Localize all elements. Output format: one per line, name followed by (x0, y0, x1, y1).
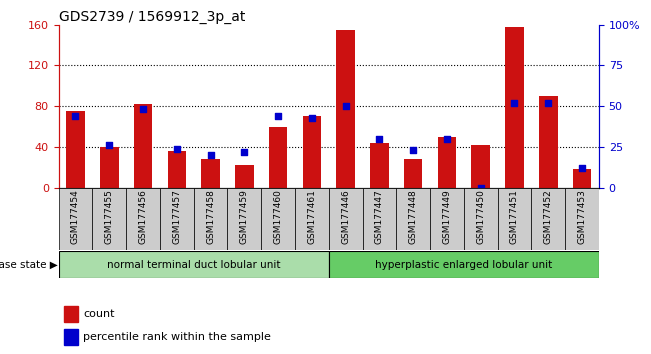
Bar (167, 151, 186, 188)
Point (475, 185, 486, 190)
Bar (100, 147, 118, 188)
Text: GSM177449: GSM177449 (443, 189, 451, 244)
Text: GSM177460: GSM177460 (273, 189, 283, 244)
Bar (303, 116, 321, 188)
Text: GSM177447: GSM177447 (375, 189, 384, 244)
Bar (539, 96, 557, 188)
Point (442, 136, 452, 142)
Bar (261, 188, 295, 250)
Text: GSM177457: GSM177457 (173, 189, 181, 244)
Text: GSM177455: GSM177455 (105, 189, 114, 244)
Point (205, 152, 215, 158)
Bar (363, 188, 396, 250)
Bar (227, 188, 261, 250)
Bar (329, 251, 599, 278)
Text: GSM177454: GSM177454 (71, 189, 80, 244)
Bar (59, 251, 329, 278)
Text: disease state ▶: disease state ▶ (0, 259, 58, 270)
Bar (565, 188, 599, 250)
Bar (194, 188, 227, 250)
Point (307, 115, 317, 120)
Point (70, 113, 81, 119)
Text: percentile rank within the sample: percentile rank within the sample (83, 332, 271, 342)
Bar (66, 111, 85, 188)
Text: GSM177456: GSM177456 (139, 189, 148, 244)
Text: GSM177453: GSM177453 (577, 189, 587, 244)
Bar (430, 188, 464, 250)
Point (172, 146, 182, 152)
Bar (404, 159, 422, 188)
Text: GSM177446: GSM177446 (341, 189, 350, 244)
Bar (329, 188, 363, 250)
Bar (59, 188, 92, 250)
Bar (92, 188, 126, 250)
Bar (471, 145, 490, 188)
Bar (337, 30, 355, 188)
Text: GSM177461: GSM177461 (307, 189, 316, 244)
Point (509, 100, 519, 106)
Bar (133, 104, 152, 188)
Text: GSM177448: GSM177448 (409, 189, 418, 244)
Bar (64, 329, 77, 345)
Text: GSM177451: GSM177451 (510, 189, 519, 244)
Bar (437, 137, 456, 188)
Bar (201, 159, 220, 188)
Text: GSM177450: GSM177450 (477, 189, 485, 244)
Text: GSM177452: GSM177452 (544, 189, 553, 244)
Bar (64, 306, 77, 321)
Text: normal terminal duct lobular unit: normal terminal duct lobular unit (107, 259, 281, 270)
Bar (160, 188, 194, 250)
Text: count: count (83, 309, 115, 319)
Bar (126, 188, 160, 250)
Bar (531, 188, 565, 250)
Point (273, 113, 283, 119)
Point (374, 136, 385, 142)
Bar (464, 188, 497, 250)
Point (577, 165, 587, 171)
Text: hyperplastic enlarged lobular unit: hyperplastic enlarged lobular unit (375, 259, 553, 270)
Bar (497, 188, 531, 250)
Point (543, 100, 553, 106)
Point (340, 103, 351, 109)
Bar (269, 127, 287, 188)
Bar (505, 27, 524, 188)
Text: GSM177458: GSM177458 (206, 189, 215, 244)
Text: GSM177459: GSM177459 (240, 189, 249, 244)
Point (104, 142, 115, 148)
Bar (573, 169, 591, 188)
Point (239, 149, 249, 155)
Point (408, 147, 419, 153)
Bar (295, 188, 329, 250)
Bar (396, 188, 430, 250)
Bar (370, 143, 389, 188)
Point (138, 107, 148, 112)
Bar (235, 165, 254, 188)
Text: GDS2739 / 1569912_3p_at: GDS2739 / 1569912_3p_at (59, 10, 245, 24)
